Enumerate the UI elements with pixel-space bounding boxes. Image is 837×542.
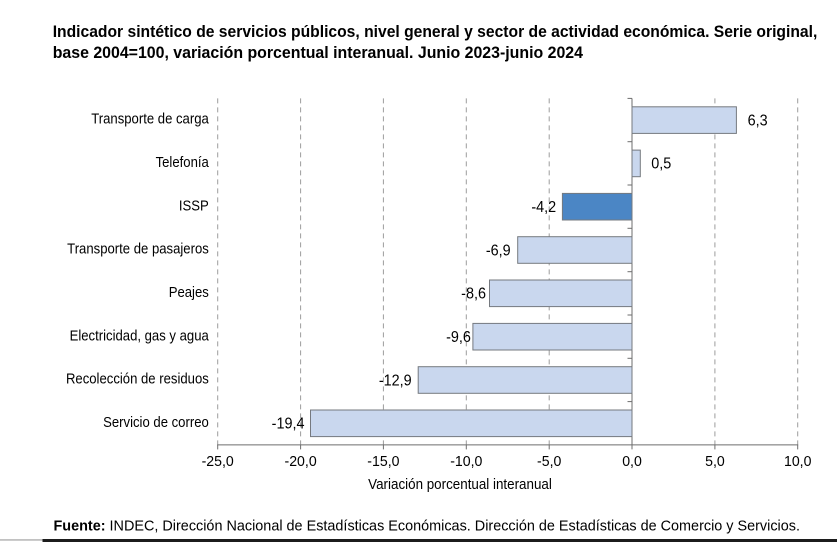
svg-text:-15,0: -15,0 — [367, 454, 399, 470]
svg-text:base 2004=100, variación porce: base 2004=100, variación porcentual inte… — [53, 44, 583, 62]
svg-text:Recolección de residuos: Recolección de residuos — [66, 370, 209, 387]
svg-text:Electricidad, gas y agua: Electricidad, gas y agua — [70, 326, 209, 343]
svg-text:Indicador sintético de servici: Indicador sintético de servicios público… — [53, 23, 818, 41]
svg-text:-25,0: -25,0 — [202, 454, 234, 470]
svg-text:10,0: 10,0 — [784, 454, 812, 470]
svg-text:-6,9: -6,9 — [486, 242, 511, 260]
svg-text:6,3: 6,3 — [748, 112, 768, 130]
svg-text:Fuente: INDEC, Dirección Nacio: Fuente: INDEC, Dirección Nacional de Est… — [54, 518, 800, 534]
svg-text:Transporte de pasajeros: Transporte de pasajeros — [67, 240, 209, 257]
svg-text:-10,0: -10,0 — [450, 454, 482, 470]
svg-text:Telefonía: Telefonía — [156, 153, 209, 170]
svg-text:-12,9: -12,9 — [379, 372, 412, 390]
svg-text:0,0: 0,0 — [622, 454, 642, 470]
svg-text:5,0: 5,0 — [705, 454, 725, 470]
svg-text:Servicio de correo: Servicio de correo — [103, 413, 209, 430]
svg-text:-9,6: -9,6 — [446, 329, 471, 347]
svg-text:-19,4: -19,4 — [272, 415, 305, 433]
svg-text:Variación porcentual interanua: Variación porcentual interanual — [368, 476, 552, 493]
svg-text:-5,0: -5,0 — [537, 454, 561, 470]
svg-text:-20,0: -20,0 — [285, 454, 317, 470]
svg-text:-4,2: -4,2 — [531, 199, 556, 217]
svg-text:Peajes: Peajes — [169, 283, 209, 300]
svg-text:Transporte de carga: Transporte de carga — [91, 110, 209, 127]
svg-text:ISSP: ISSP — [179, 196, 209, 213]
svg-text:-8,6: -8,6 — [461, 285, 486, 303]
svg-text:0,5: 0,5 — [651, 155, 671, 173]
